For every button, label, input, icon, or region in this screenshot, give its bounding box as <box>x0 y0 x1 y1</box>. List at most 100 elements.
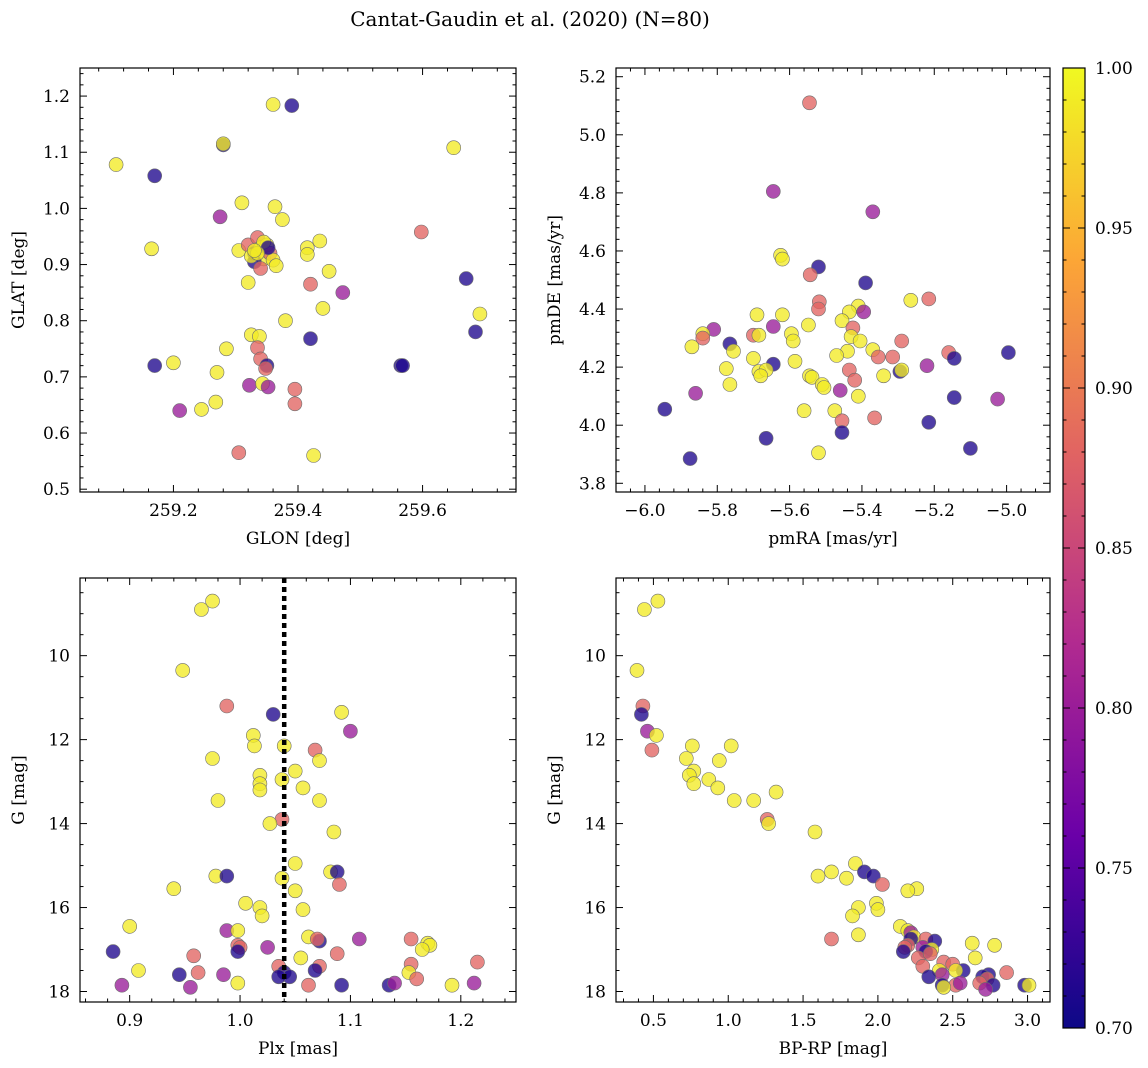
data-point <box>684 738 700 754</box>
data-point <box>952 975 968 991</box>
data-point <box>801 317 816 333</box>
data-point <box>190 965 206 980</box>
data-point <box>240 275 256 290</box>
data-point <box>194 602 209 617</box>
data-point <box>900 883 916 899</box>
x-tick-label: −5.4 <box>841 501 882 521</box>
panel-glon-glat: 259.2 259.4 259.6 0.5 0.6 0.7 0.8 0.9 1.0 1.1 1.2 G… <box>9 67 517 549</box>
data-point <box>108 157 124 172</box>
data-point <box>829 348 844 363</box>
x-tick-label: −5.6 <box>769 501 810 521</box>
data-point <box>765 319 781 334</box>
data-point <box>816 380 832 395</box>
data-point <box>834 425 850 440</box>
data-point <box>131 963 146 978</box>
data-point <box>921 414 937 430</box>
y-tick-label: 4.2 <box>579 358 606 378</box>
panel-pmra-pmde: −6.0 −5.8 −5.6 −5.4 −5.2 −5.0 3.8 4.0 4.2 4.4 4.6 4… <box>545 67 1051 549</box>
data-point <box>967 950 983 966</box>
data-point <box>219 868 235 884</box>
data-point <box>219 341 234 357</box>
data-point <box>684 339 700 355</box>
x-tick-label: 0.5 <box>640 1011 667 1031</box>
x-axis-label: BP-RP [mag] <box>779 1039 888 1059</box>
x-tick-label: 0.9 <box>116 1011 143 1031</box>
y-tick-label: 10 <box>584 647 606 667</box>
y-tick-label: 0.5 <box>43 480 70 500</box>
scatter-points <box>629 593 1037 997</box>
data-point <box>312 793 327 808</box>
data-point <box>105 944 121 959</box>
data-point <box>351 931 367 947</box>
data-point <box>205 593 220 609</box>
data-point <box>287 396 303 412</box>
data-point <box>293 950 309 966</box>
y-axis-label: G [mag] <box>9 755 29 824</box>
data-point <box>870 902 886 917</box>
axes-frame <box>79 577 517 1003</box>
data-point <box>903 292 919 308</box>
data-point <box>303 276 318 292</box>
data-point <box>329 864 345 880</box>
data-point <box>987 937 1002 953</box>
data-point <box>209 365 225 380</box>
data-point <box>919 358 935 374</box>
x-tick-label: 1.2 <box>447 1011 474 1031</box>
data-point <box>845 908 860 924</box>
data-point <box>231 445 247 461</box>
x-axis-label: GLON [deg] <box>246 529 350 549</box>
data-point <box>894 362 910 378</box>
data-point <box>247 243 262 258</box>
data-point <box>395 358 410 373</box>
data-point <box>701 772 717 787</box>
data-point <box>230 923 246 938</box>
data-point <box>749 307 765 323</box>
data-point <box>761 816 776 831</box>
data-point <box>219 698 235 714</box>
data-point <box>194 402 209 417</box>
panel-plx-g: 0.9 1.0 1.1 1.2 10 12 14 16 18 Plx [mas] G [mag] <box>9 577 517 1059</box>
y-tick-label: 1.1 <box>43 143 70 163</box>
data-point <box>682 451 698 466</box>
data-point <box>413 224 429 240</box>
data-point <box>936 979 952 995</box>
data-point <box>1021 977 1037 993</box>
data-point <box>710 780 726 796</box>
data-point <box>172 967 187 983</box>
data-point <box>866 868 881 884</box>
data-point <box>723 738 739 754</box>
data-point <box>946 390 962 405</box>
data-point <box>287 883 303 899</box>
data-point <box>262 816 278 831</box>
data-point <box>258 361 273 376</box>
data-point <box>811 445 826 461</box>
data-point <box>637 602 652 617</box>
data-point <box>172 403 187 418</box>
data-point <box>144 241 159 257</box>
x-tick-label: 3.0 <box>1014 1011 1041 1031</box>
colorbar-tick-label: 0.90 <box>1095 379 1133 399</box>
data-point <box>921 969 937 985</box>
data-point <box>208 394 224 410</box>
data-point <box>839 870 854 886</box>
figure-title: Cantat-Gaudin et al. (2020) (N=80) <box>350 7 710 31</box>
y-tick-label: 4.8 <box>579 184 606 204</box>
data-point <box>458 271 474 286</box>
data-point <box>978 982 993 997</box>
data-point <box>722 377 738 392</box>
data-point <box>885 349 901 365</box>
data-point <box>265 707 281 722</box>
data-point <box>114 977 130 993</box>
colorbar-tick-label: 0.70 <box>1095 1019 1133 1039</box>
y-tick-label: 4.6 <box>579 242 606 262</box>
data-point <box>329 946 345 962</box>
data-point <box>216 136 231 152</box>
data-point <box>252 782 268 798</box>
data-point <box>122 919 137 934</box>
data-point <box>875 877 890 892</box>
x-tick-label: −5.2 <box>914 501 955 521</box>
scatter-points <box>657 95 1016 466</box>
data-point <box>851 927 866 943</box>
scatter-points <box>108 97 488 463</box>
